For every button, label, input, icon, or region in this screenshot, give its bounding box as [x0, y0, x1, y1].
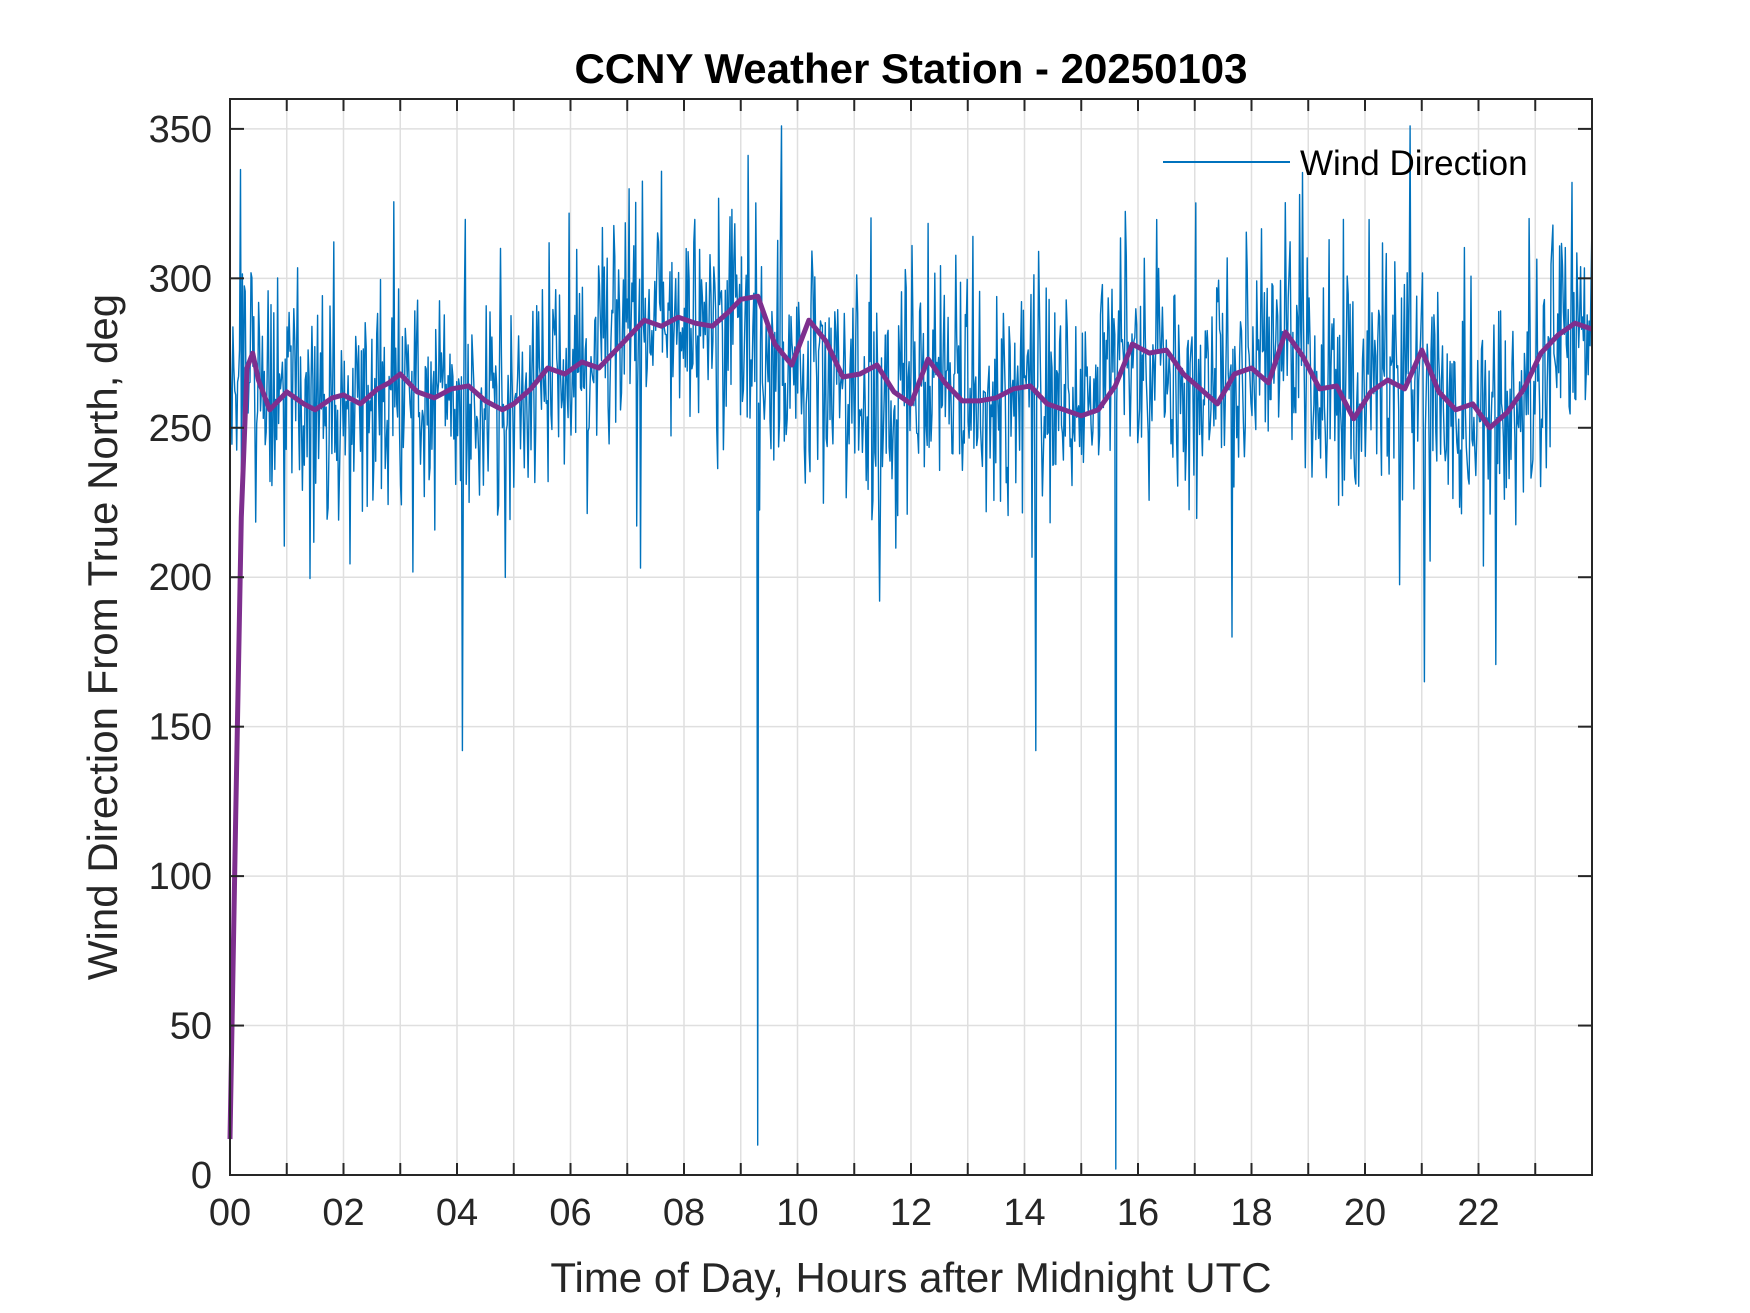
x-tick-label: 12 [890, 1192, 932, 1234]
y-tick-label: 350 [149, 109, 212, 151]
x-tick-label: 02 [322, 1192, 364, 1234]
y-axis-title: Wind Direction From True North, deg [79, 294, 126, 980]
x-tick-label: 16 [1117, 1192, 1159, 1234]
y-tick-label: 300 [149, 258, 212, 300]
x-axis-title: Time of Day, Hours after Midnight UTC [550, 1254, 1271, 1301]
ticks [230, 99, 1592, 1176]
x-tick-label: 08 [663, 1192, 705, 1234]
y-tick-label: 100 [149, 856, 212, 898]
x-tick-label: 06 [549, 1192, 591, 1234]
x-tick-labels: 00 02 04 06 08 10 12 14 16 18 20 22 [209, 1192, 1500, 1234]
x-tick-label: 14 [1003, 1192, 1045, 1234]
y-tick-label: 200 [149, 557, 212, 599]
y-tick-labels: 0 50 100 150 200 250 300 350 [149, 109, 212, 1197]
legend: Wind Direction [1163, 144, 1528, 183]
legend-label-wind-direction: Wind Direction [1300, 144, 1528, 183]
running-mean-series-group [227, 293, 1593, 1140]
wind-direction-series-group [229, 125, 1593, 1170]
y-tick-label: 50 [170, 1006, 212, 1048]
x-tick-label: 00 [209, 1192, 251, 1234]
y-tick-label: 250 [149, 408, 212, 450]
x-tick-label: 18 [1230, 1192, 1272, 1234]
wind-direction-line [229, 125, 1593, 1170]
x-tick-label: 20 [1344, 1192, 1386, 1234]
chart-title: CCNY Weather Station - 20250103 [574, 45, 1247, 92]
x-tick-label: 04 [436, 1192, 478, 1234]
x-tick-label: 22 [1457, 1192, 1499, 1234]
x-tick-label: 10 [776, 1192, 818, 1234]
running-mean-line [227, 293, 1593, 1140]
y-tick-label: 150 [149, 707, 212, 749]
y-tick-label: 0 [191, 1155, 212, 1197]
